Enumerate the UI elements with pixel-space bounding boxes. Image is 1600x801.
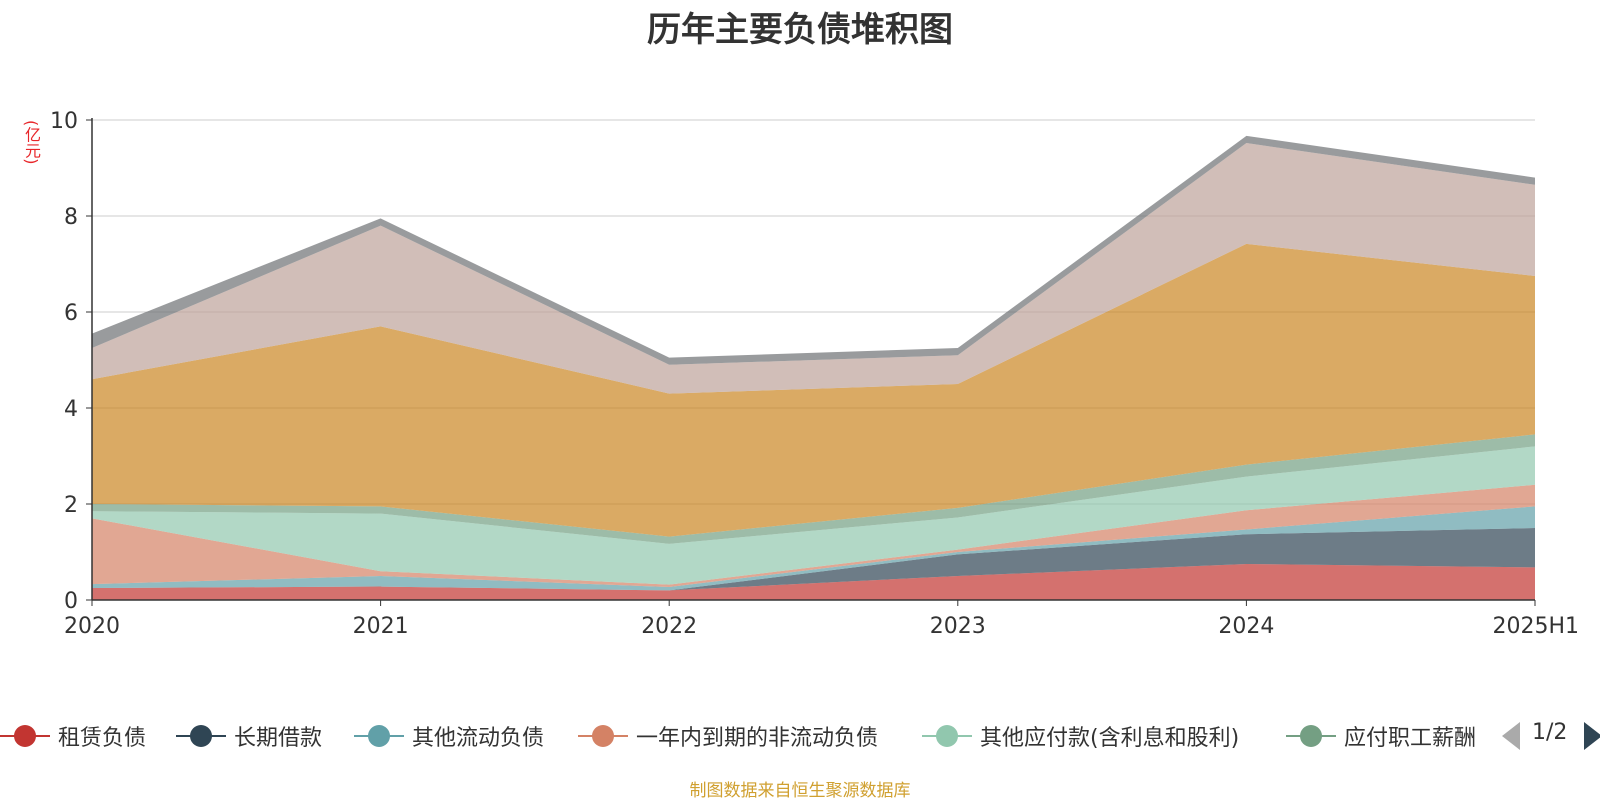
x-tick-label: 2021 bbox=[353, 614, 409, 639]
y-tick-label: 0 bbox=[64, 589, 78, 614]
legend-marker-icon bbox=[0, 725, 50, 747]
legend-marker-icon bbox=[1286, 725, 1336, 747]
legend-page-indicator: 1/2 bbox=[1532, 720, 1568, 745]
legend-marker-icon bbox=[578, 725, 628, 747]
x-tick-label: 2023 bbox=[930, 614, 986, 639]
data-source-note: 制图数据来自恒生聚源数据库 bbox=[689, 781, 911, 801]
legend-label: 租赁负债 bbox=[58, 726, 147, 751]
x-tick-label: 2020 bbox=[64, 614, 120, 639]
area-series-7 bbox=[92, 143, 1535, 394]
legend-label: 一年内到期的非流动负债 bbox=[636, 726, 879, 751]
area-series-0 bbox=[92, 564, 1535, 600]
legend-marker-icon bbox=[354, 725, 404, 747]
y-tick-label: 4 bbox=[64, 397, 78, 422]
stacked-area-chart: 0 2 4 6 8 10 2020 2021 2022 2023 2024 2025H1 bbox=[50, 109, 1579, 639]
y-tick-label: 10 bbox=[50, 109, 78, 134]
area-series-8 bbox=[92, 135, 1535, 365]
legend-pager: 1/2 bbox=[1502, 720, 1600, 754]
area-series-4 bbox=[92, 446, 1535, 585]
chevron-right-icon[interactable] bbox=[1584, 722, 1600, 750]
y-axis-unit-label: (亿元) bbox=[22, 120, 41, 165]
x-tick-label: 2024 bbox=[1218, 614, 1274, 639]
chevron-left-icon[interactable] bbox=[1502, 722, 1520, 750]
legend-label: 其他应付款(含利息和股利) bbox=[980, 726, 1240, 751]
y-tick-label: 6 bbox=[64, 301, 78, 326]
area-series-2 bbox=[92, 506, 1535, 591]
area-series-1 bbox=[92, 528, 1535, 591]
x-tick-label: 2022 bbox=[641, 614, 697, 639]
legend-item-employee-payables[interactable]: 应付职工薪酬 bbox=[1286, 712, 1482, 760]
x-tick-label: 2025H1 bbox=[1492, 614, 1579, 639]
legend-label: 长期借款 bbox=[234, 726, 323, 751]
legend-label: 其他流动负债 bbox=[412, 726, 545, 751]
legend-marker-icon bbox=[922, 725, 972, 747]
y-tick-label: 8 bbox=[64, 205, 78, 230]
chart-legend: 租赁负债 长期借款 其他流动负债 一年内到期的非流动负债 其他应付款(含利息和股… bbox=[0, 712, 1600, 760]
area-series-3 bbox=[92, 484, 1535, 588]
area-series-6 bbox=[92, 243, 1535, 537]
y-tick-label: 2 bbox=[64, 493, 78, 518]
legend-marker-icon bbox=[176, 725, 226, 747]
area-series-5 bbox=[92, 434, 1535, 544]
legend-label: 应付职工薪酬 bbox=[1344, 726, 1477, 751]
chart-title: 历年主要负债堆积图 bbox=[647, 10, 953, 50]
